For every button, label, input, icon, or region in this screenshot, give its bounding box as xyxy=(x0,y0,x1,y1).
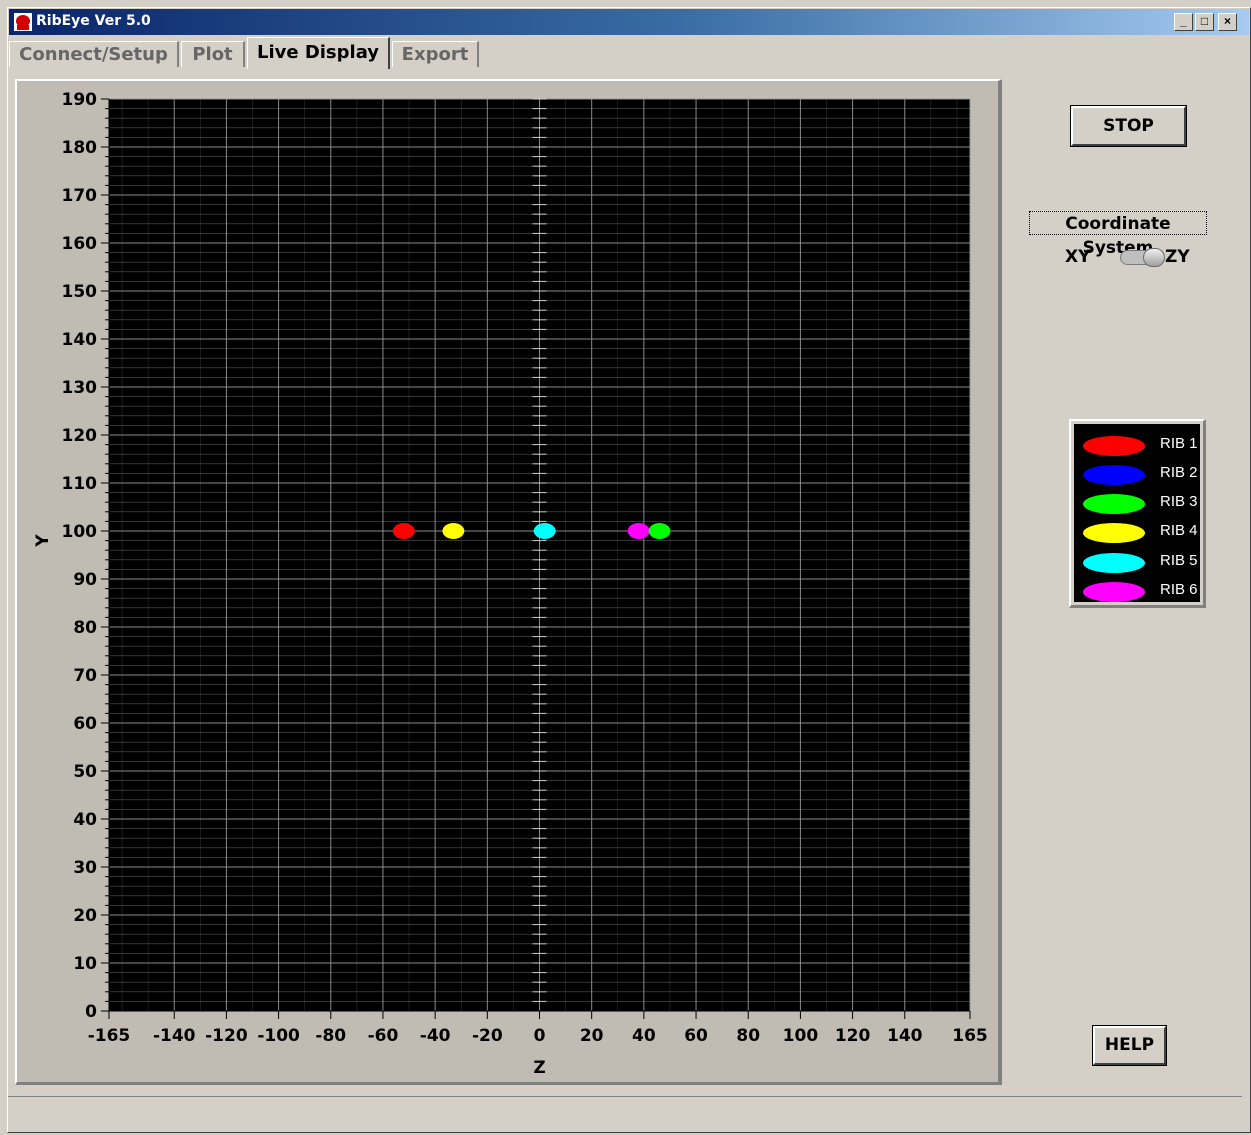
legend-swatch xyxy=(1083,523,1145,543)
legend-item-rib-3: RIB 3 xyxy=(1080,489,1200,517)
tab-connect-setup[interactable]: Connect/Setup xyxy=(9,41,179,67)
x-tick-label: -60 xyxy=(368,1026,399,1046)
x-tick-label: 20 xyxy=(580,1026,604,1046)
x-tick-label: -100 xyxy=(257,1026,300,1046)
title-bar[interactable]: RibEye Ver 5.0 _ □ × xyxy=(9,9,1249,35)
help-button[interactable]: HELP xyxy=(1092,1025,1167,1066)
data-point xyxy=(627,523,650,539)
status-bar xyxy=(8,1096,1242,1124)
data-point xyxy=(392,523,415,539)
x-tick-label: -140 xyxy=(153,1026,196,1046)
x-tick-label: 0 xyxy=(534,1026,546,1046)
x-tick-label: 80 xyxy=(736,1026,760,1046)
y-tick-label: 170 xyxy=(62,186,98,206)
y-tick-label: 50 xyxy=(73,762,97,782)
legend-label: RIB 2 xyxy=(1160,464,1198,481)
legend-item-rib-5: RIB 5 xyxy=(1080,548,1200,576)
legend-swatch xyxy=(1083,465,1145,485)
coordinate-system-label: Coordinate System xyxy=(1029,211,1207,258)
y-tick-label: 0 xyxy=(85,1002,97,1022)
tab-plot[interactable]: Plot xyxy=(181,41,245,67)
y-tick-label: 80 xyxy=(73,618,97,638)
x-tick-label: -40 xyxy=(420,1026,451,1046)
y-tick-label: 180 xyxy=(62,138,98,158)
legend-item-rib-6: RIB 6 xyxy=(1080,577,1200,605)
data-point xyxy=(648,523,671,539)
legend-swatch xyxy=(1083,436,1145,456)
legend-item-rib-1: RIB 1 xyxy=(1080,431,1200,459)
data-point xyxy=(442,523,465,539)
y-tick-label: 70 xyxy=(73,666,97,686)
coordinate-system-toggle[interactable] xyxy=(1120,248,1165,267)
y-tick-label: 120 xyxy=(62,426,98,446)
live-plot-chart: 0 10 20 30 40 50 60 70 80 90 100 110 120 130 140 150 160… xyxy=(33,90,988,1078)
stop-button[interactable]: STOP xyxy=(1070,105,1187,147)
y-tick-label: 110 xyxy=(62,474,98,494)
legend-swatch xyxy=(1083,582,1145,602)
legend-item-rib-2: RIB 2 xyxy=(1080,460,1200,488)
y-tick-label: 10 xyxy=(73,954,97,974)
window-title: RibEye Ver 5.0 xyxy=(36,13,151,29)
tab-bar: Connect/Setup Plot Live Display Export xyxy=(9,37,709,69)
minimize-button[interactable]: _ xyxy=(1174,13,1193,31)
y-tick-label: 40 xyxy=(73,810,97,830)
y-tick-label: 100 xyxy=(62,522,98,542)
legend-box: RIB 1 RIB 2 RIB 3 RIB 4 RIB 5 RIB 6 xyxy=(1074,424,1200,602)
y-tick-label: 20 xyxy=(73,906,97,926)
y-tick-label: 150 xyxy=(62,282,98,302)
legend-label: RIB 5 xyxy=(1160,552,1198,569)
legend-swatch xyxy=(1083,494,1145,514)
legend-label: RIB 4 xyxy=(1160,522,1198,539)
x-tick-label: 120 xyxy=(835,1026,871,1046)
x-tick-label: 165 xyxy=(952,1026,988,1046)
data-point xyxy=(533,523,556,539)
rib-legend: RIB 1 RIB 2 RIB 3 RIB 4 RIB 5 RIB 6 xyxy=(1069,419,1206,608)
y-tick-label: 190 xyxy=(62,90,98,110)
y-axis-label: Y xyxy=(33,534,53,548)
y-tick-label: 60 xyxy=(73,714,97,734)
x-tick-label: -20 xyxy=(472,1026,503,1046)
y-tick-label: 130 xyxy=(62,378,98,398)
x-tick-label: -165 xyxy=(88,1026,131,1046)
x-tick-label: 140 xyxy=(887,1026,923,1046)
toggle-knob[interactable] xyxy=(1143,248,1165,267)
legend-item-rib-4: RIB 4 xyxy=(1080,518,1200,546)
legend-swatch xyxy=(1083,553,1145,573)
x-tick-label: -120 xyxy=(205,1026,248,1046)
x-tick-label: -80 xyxy=(315,1026,346,1046)
legend-label: RIB 1 xyxy=(1160,435,1198,452)
y-tick-label: 90 xyxy=(73,570,97,590)
y-tick-label: 140 xyxy=(62,330,98,350)
x-tick-label: 40 xyxy=(632,1026,656,1046)
tab-live-display[interactable]: Live Display xyxy=(247,37,390,69)
legend-label: RIB 6 xyxy=(1160,581,1198,598)
close-button[interactable]: × xyxy=(1218,13,1237,31)
tab-export[interactable]: Export xyxy=(392,41,479,67)
x-axis-label: Z xyxy=(533,1058,545,1078)
app-icon xyxy=(14,13,32,31)
zy-option-label: ZY xyxy=(1165,247,1190,267)
xy-option-label: XY xyxy=(1065,247,1091,267)
x-tick-label: 60 xyxy=(684,1026,708,1046)
y-tick-label: 30 xyxy=(73,858,97,878)
y-tick-label: 160 xyxy=(62,234,98,254)
maximize-button[interactable]: □ xyxy=(1195,13,1214,31)
x-tick-label: 100 xyxy=(783,1026,819,1046)
legend-label: RIB 3 xyxy=(1160,493,1198,510)
